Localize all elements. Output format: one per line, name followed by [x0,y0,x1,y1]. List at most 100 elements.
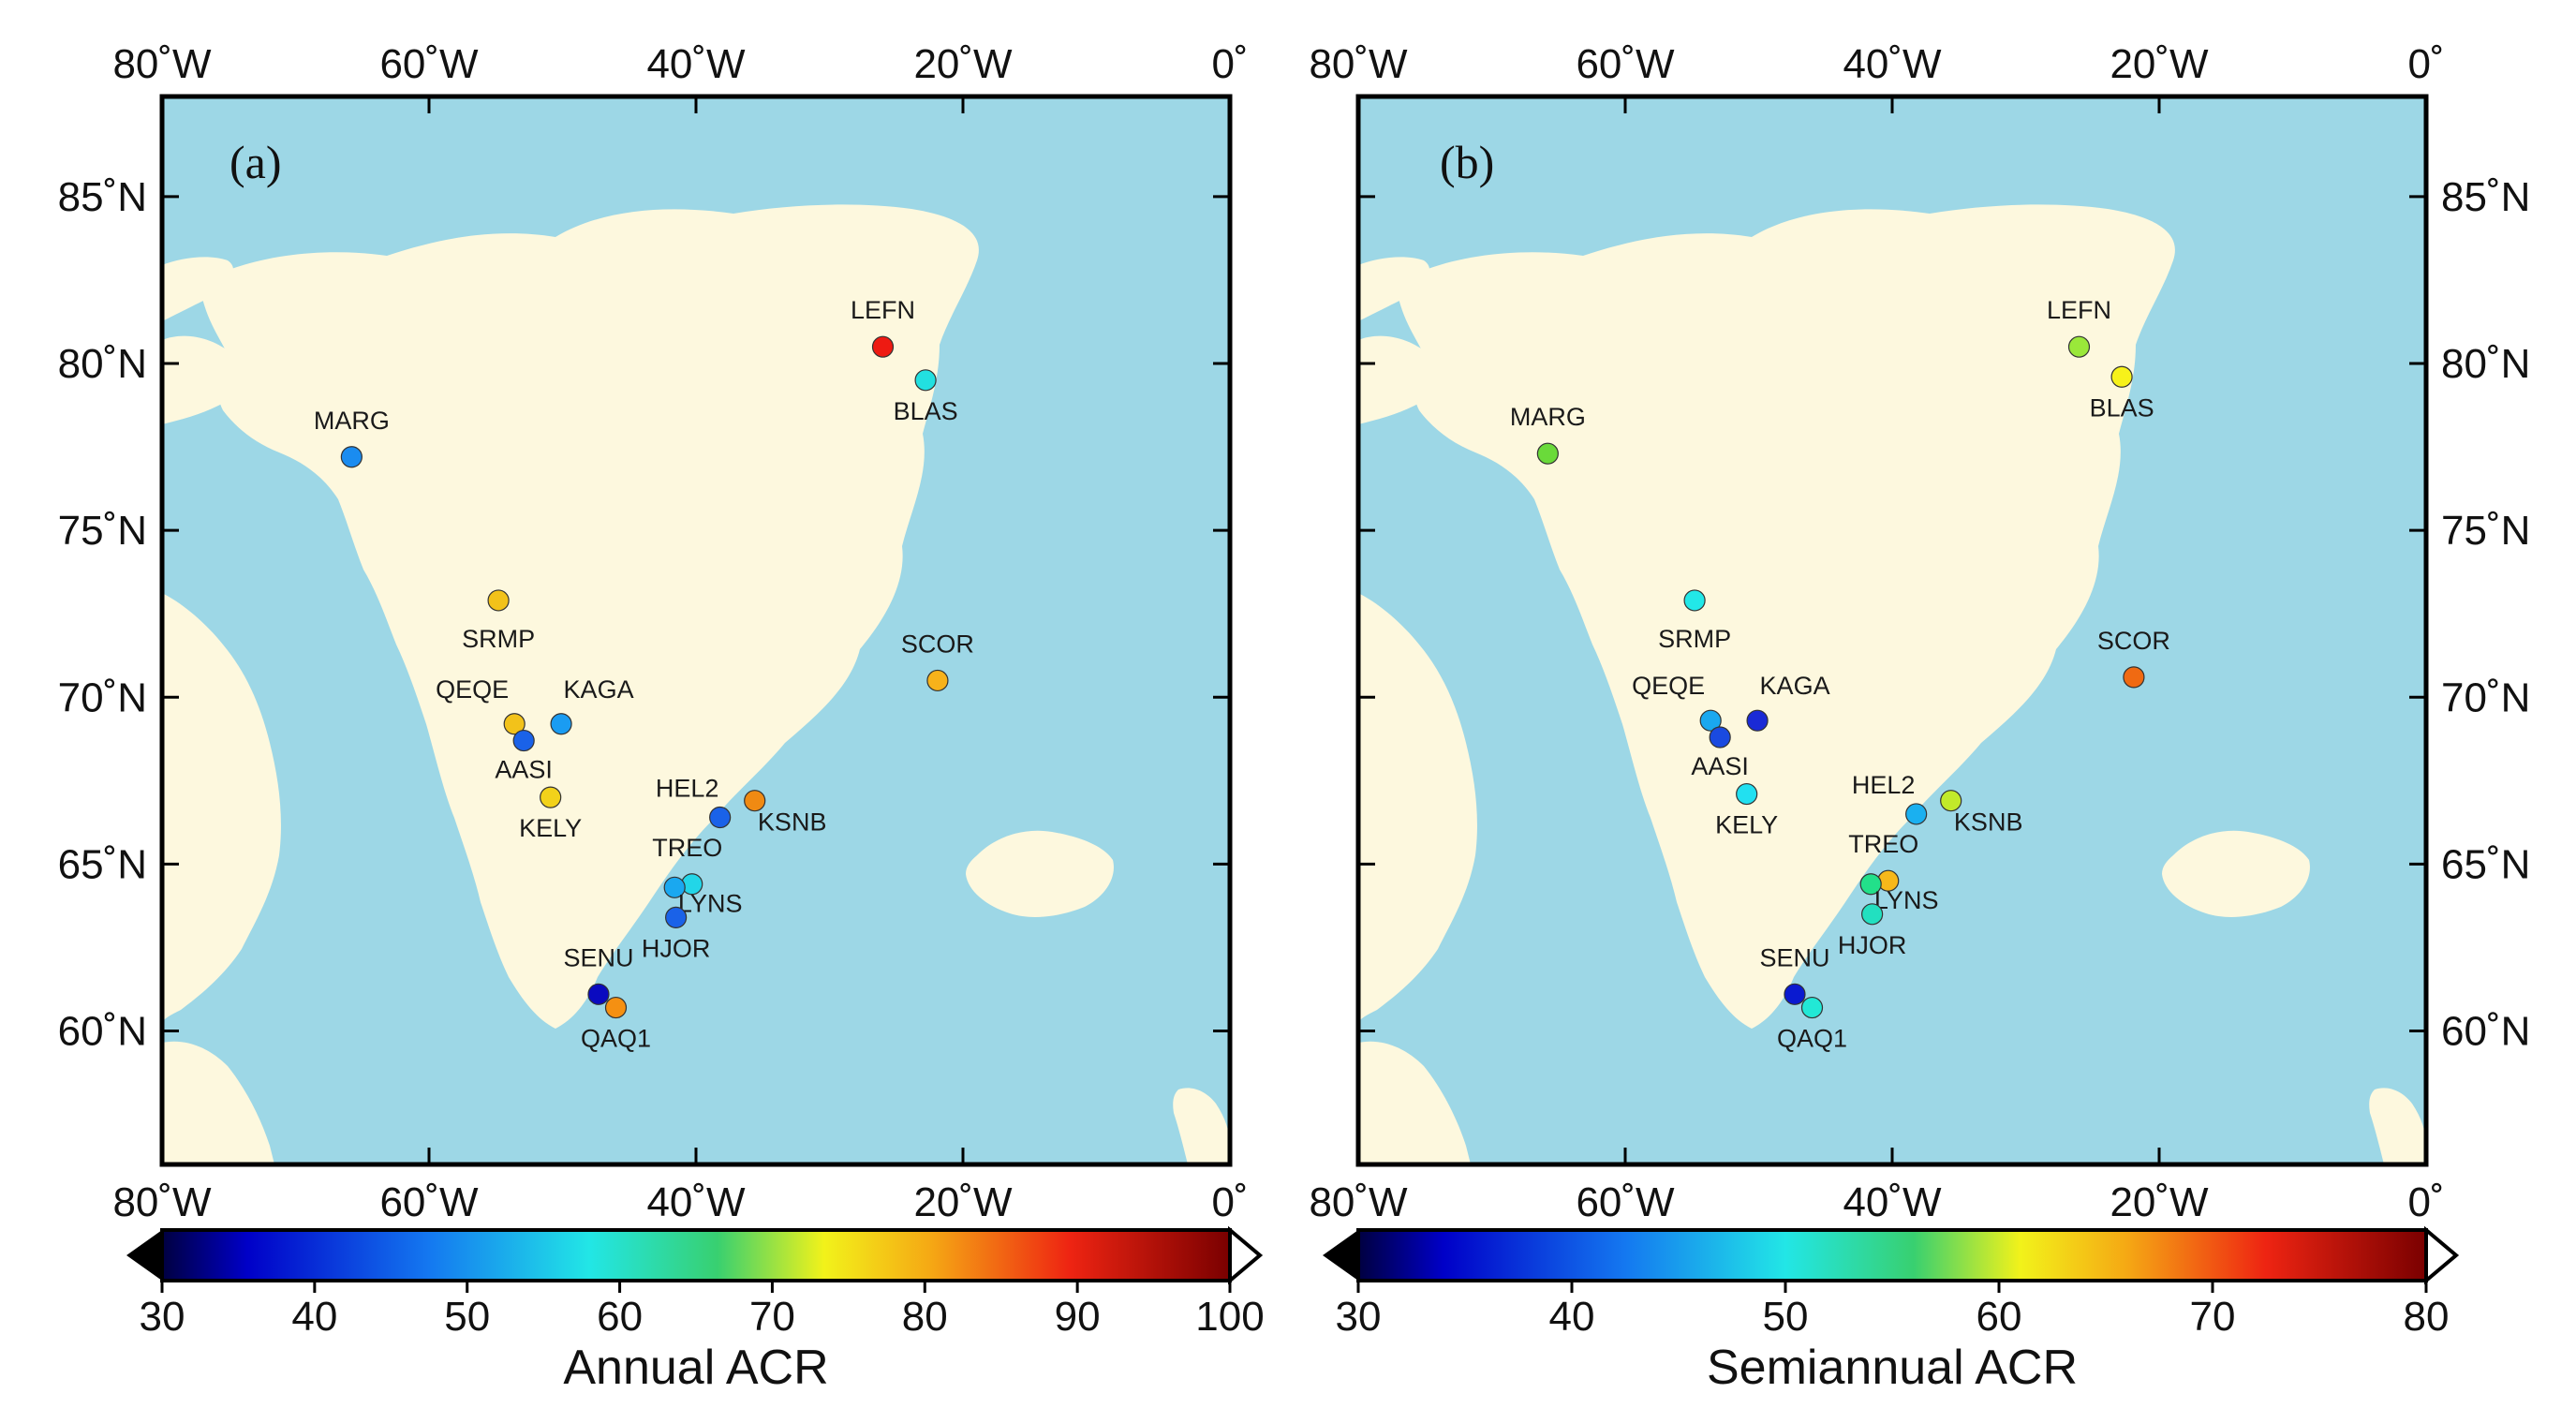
station-marker-lyns [1859,873,1882,896]
station-label-marg: MARG [1510,403,1586,431]
lat-tick-label: 60˚N [2441,1009,2530,1055]
lat-tick-label: 65˚N [2441,841,2530,887]
colorbar-b-bar [1356,1228,2428,1282]
station-label-blas: BLAS [894,397,958,425]
station-marker-blas [2110,365,2133,388]
station-marker-hel2 [709,806,732,829]
lat-tick-label: 80˚N [58,341,147,387]
colorbar-a-title: Annual ACR [563,1341,828,1395]
lat-tick-label: 85˚N [2441,174,2530,220]
lon-tick-label-bottom: 20˚W [913,1179,1013,1225]
station-marker-hjor [1861,903,1884,926]
station-label-scor: SCOR [901,630,974,658]
station-marker-kely [540,786,562,808]
station-label-kaga: KAGA [564,675,634,704]
station-marker-qeqe [1699,709,1722,732]
station-label-senu: SENU [1759,943,1829,971]
colorbar-tick-label: 60 [1976,1294,2022,1340]
station-label-hel2: HEL2 [1852,771,1916,799]
lat-tick-label: 60˚N [58,1009,147,1055]
lon-tick-label-top: 80˚W [1309,41,1408,87]
lat-tick-label: 85˚N [58,174,147,220]
stations-a: LEFN BLAS MARG SRMP SCOR QEQE KAGA AASI KELY HEL2… [314,296,974,1052]
lon-tick-label-bottom: 40˚W [646,1179,746,1225]
lat-tick-label: 65˚N [58,841,147,887]
station-marker-senu [587,983,610,1005]
panel-letter-a: (a) [229,136,282,188]
station-label-qaq1: QAQ1 [1777,1025,1847,1053]
station-label-kely: KELY [519,814,582,842]
lon-tick-label-top: 0˚ [2407,41,2444,87]
station-marker-blas [914,369,937,392]
station-label-kaga: KAGA [1760,672,1830,700]
colorbar-tick-label: 70 [749,1294,795,1340]
colorbar-a-bar [160,1228,1232,1282]
colorbar-tick-label: 90 [1055,1294,1101,1340]
station-label-srmp: SRMP [462,625,535,653]
colorbar-tick-label: 40 [1549,1294,1595,1340]
lat-tick-label: 70˚N [2441,674,2530,720]
station-marker-lefn [871,335,895,358]
station-marker-qaq1 [1800,996,1824,1019]
station-marker-kaga [1746,709,1769,732]
lon-tick-label-bottom: 60˚W [1576,1179,1675,1225]
colorbar-tick-label: 80 [2404,1294,2450,1340]
lon-tick-label-top: 60˚W [1576,41,1675,87]
station-marker-hel2 [1905,803,1928,825]
station-label-hjor: HJOR [642,934,711,962]
colorbar-b-title: Semiannual ACR [1707,1341,2078,1395]
station-marker-ksnb [744,790,766,812]
colorbar-a: 30 40 50 60 70 80 90 100 Annual ACR [126,1225,1265,1395]
station-label-blas: BLAS [2090,393,2154,422]
station-label-hel2: HEL2 [656,775,719,803]
lat-tick-label: 75˚N [2441,508,2530,554]
lon-tick-label-top: 60˚W [379,41,479,87]
lon-tick-label-top: 40˚W [646,41,746,87]
colorbar-tick-label: 30 [140,1294,185,1340]
station-marker-lyns [663,876,686,898]
colorbar-tick-label: 60 [597,1294,643,1340]
lon-tick-label-bottom: 20˚W [2110,1179,2209,1225]
station-marker-scor [2123,666,2145,689]
station-label-marg: MARG [314,407,390,435]
station-label-srmp: SRMP [1658,625,1731,653]
colorbar-b-left-arrow [1323,1230,1358,1281]
lat-tick-label: 80˚N [2441,341,2530,387]
colorbar-a-right-arrow [1228,1225,1264,1285]
colorbar-b-ticks: 30 40 50 60 70 80 [1336,1281,2450,1340]
station-marker-srmp [487,589,510,612]
lat-tick-label: 75˚N [58,508,147,554]
station-label-scor: SCOR [2097,627,2170,655]
colorbar-tick-label: 80 [902,1294,948,1340]
station-label-hjor: HJOR [1838,931,1907,959]
lon-tick-label-bottom: 0˚ [1211,1179,1248,1225]
station-label-lyns: LYNS [1874,886,1939,914]
colorbar-a-ticks: 30 40 50 60 70 80 90 100 [140,1281,1265,1340]
station-label-kely: KELY [1715,811,1778,839]
station-label-treo: TREO [652,834,722,862]
lon-tick-label-top: 20˚W [2110,41,2209,87]
axis-ticks-b: 80˚W 80˚W 60˚W 60˚W 40˚W 40˚W 20˚W 20˚W 0˚ 0˚ 85˚N… [1309,41,2530,1225]
panel-a: (a) 80˚W 80˚W 60˚W 60˚W 40˚W 40˚W 20˚W 20˚W 0˚ 0˚… [58,41,1249,1225]
station-label-aasi: AASI [1691,752,1749,780]
panel-letter-b: (b) [1440,136,1494,188]
station-label-lefn: LEFN [2047,296,2111,324]
station-marker-hjor [665,906,688,928]
lon-tick-label-top: 80˚W [112,41,212,87]
colorbar-tick-label: 70 [2190,1294,2236,1340]
station-marker-qaq1 [604,996,628,1019]
colorbar-tick-label: 30 [1336,1294,1382,1340]
station-marker-srmp [1683,589,1706,612]
station-label-treo: TREO [1848,830,1918,858]
stations-b: LEFN BLAS MARG SRMP SCOR QEQE KAGA AASI KELY HEL2… [1510,296,2170,1052]
colorbar-tick-label: 50 [444,1294,490,1340]
station-label-senu: SENU [563,943,633,971]
colorbar-tick-label: 40 [291,1294,337,1340]
station-marker-lefn [2067,335,2091,358]
station-label-qeqe: QEQE [1632,672,1705,700]
station-marker-kely [1736,782,1758,806]
lon-tick-label-top: 0˚ [1211,41,1248,87]
station-label-aasi: AASI [495,756,553,784]
colorbar-tick-label: 100 [1195,1294,1264,1340]
